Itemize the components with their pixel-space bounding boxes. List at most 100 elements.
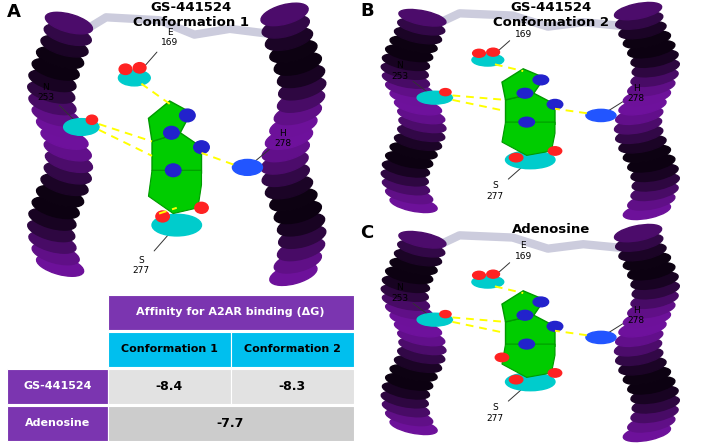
Ellipse shape xyxy=(632,174,679,191)
Ellipse shape xyxy=(385,409,433,426)
Ellipse shape xyxy=(631,272,678,289)
Ellipse shape xyxy=(270,189,317,211)
Ellipse shape xyxy=(417,91,452,104)
Ellipse shape xyxy=(395,134,442,151)
Polygon shape xyxy=(152,133,201,185)
Circle shape xyxy=(472,49,485,57)
Ellipse shape xyxy=(265,28,312,51)
Text: Adenosine: Adenosine xyxy=(513,223,590,236)
Polygon shape xyxy=(148,170,201,214)
Text: GS-441524: GS-441524 xyxy=(23,381,91,391)
Ellipse shape xyxy=(616,329,663,346)
Circle shape xyxy=(194,141,209,154)
Ellipse shape xyxy=(390,418,437,435)
Circle shape xyxy=(519,339,534,349)
Ellipse shape xyxy=(381,63,428,79)
Ellipse shape xyxy=(29,209,76,230)
Ellipse shape xyxy=(390,365,437,381)
Ellipse shape xyxy=(399,9,446,26)
Text: B: B xyxy=(361,2,374,20)
Ellipse shape xyxy=(37,255,83,276)
Ellipse shape xyxy=(628,79,675,96)
Ellipse shape xyxy=(586,331,616,344)
Ellipse shape xyxy=(382,71,429,88)
Ellipse shape xyxy=(262,164,310,186)
Ellipse shape xyxy=(417,313,452,326)
Text: E
169: E 169 xyxy=(490,19,532,58)
Ellipse shape xyxy=(152,214,201,236)
Text: Affinity for A2AR binding (ΔG): Affinity for A2AR binding (ΔG) xyxy=(136,307,325,317)
Ellipse shape xyxy=(614,225,662,242)
Text: -8.3: -8.3 xyxy=(279,380,305,393)
Circle shape xyxy=(496,353,509,361)
Ellipse shape xyxy=(233,159,262,175)
Ellipse shape xyxy=(270,263,317,285)
Ellipse shape xyxy=(382,178,429,195)
Polygon shape xyxy=(502,344,555,377)
Ellipse shape xyxy=(631,386,678,404)
Ellipse shape xyxy=(382,400,429,417)
Text: N
253: N 253 xyxy=(391,283,433,318)
Circle shape xyxy=(86,115,98,124)
Ellipse shape xyxy=(619,21,666,39)
Circle shape xyxy=(133,63,146,73)
Ellipse shape xyxy=(631,69,678,86)
Text: -8.4: -8.4 xyxy=(156,380,182,393)
Ellipse shape xyxy=(616,234,663,251)
Ellipse shape xyxy=(390,89,437,106)
Polygon shape xyxy=(506,315,555,355)
Ellipse shape xyxy=(632,396,679,413)
Ellipse shape xyxy=(398,125,445,142)
Ellipse shape xyxy=(631,164,678,182)
Ellipse shape xyxy=(385,45,433,62)
Ellipse shape xyxy=(274,102,322,125)
Circle shape xyxy=(180,109,195,122)
Ellipse shape xyxy=(390,143,437,159)
Ellipse shape xyxy=(45,24,91,45)
Ellipse shape xyxy=(616,12,663,29)
Ellipse shape xyxy=(41,36,88,57)
Circle shape xyxy=(547,321,563,331)
Ellipse shape xyxy=(506,151,555,169)
Ellipse shape xyxy=(45,151,93,172)
Ellipse shape xyxy=(399,116,446,133)
Ellipse shape xyxy=(41,174,88,195)
Ellipse shape xyxy=(506,373,555,391)
Circle shape xyxy=(164,127,180,139)
Ellipse shape xyxy=(270,115,317,137)
Ellipse shape xyxy=(619,98,666,115)
Ellipse shape xyxy=(614,339,662,356)
Ellipse shape xyxy=(624,310,670,327)
Ellipse shape xyxy=(614,3,662,20)
Ellipse shape xyxy=(586,109,616,122)
Ellipse shape xyxy=(32,105,79,126)
Ellipse shape xyxy=(390,311,437,328)
Ellipse shape xyxy=(472,276,504,288)
Ellipse shape xyxy=(631,405,678,423)
Circle shape xyxy=(156,211,170,222)
Circle shape xyxy=(440,89,451,96)
Ellipse shape xyxy=(382,293,429,310)
Circle shape xyxy=(119,64,132,75)
Ellipse shape xyxy=(29,232,76,253)
Ellipse shape xyxy=(395,98,442,115)
Ellipse shape xyxy=(381,391,428,408)
Ellipse shape xyxy=(382,160,429,177)
Text: -7.7: -7.7 xyxy=(217,417,244,430)
Circle shape xyxy=(509,154,523,162)
Ellipse shape xyxy=(265,176,312,199)
Ellipse shape xyxy=(472,54,504,66)
Ellipse shape xyxy=(395,249,442,266)
Ellipse shape xyxy=(628,301,675,318)
Ellipse shape xyxy=(385,151,433,168)
FancyBboxPatch shape xyxy=(230,369,354,404)
Ellipse shape xyxy=(45,12,93,34)
Ellipse shape xyxy=(381,285,428,301)
Ellipse shape xyxy=(399,338,446,355)
Text: H
278: H 278 xyxy=(603,305,645,336)
Ellipse shape xyxy=(632,281,679,299)
Ellipse shape xyxy=(32,59,79,80)
Ellipse shape xyxy=(624,145,670,163)
Ellipse shape xyxy=(624,253,670,270)
Ellipse shape xyxy=(398,240,445,257)
